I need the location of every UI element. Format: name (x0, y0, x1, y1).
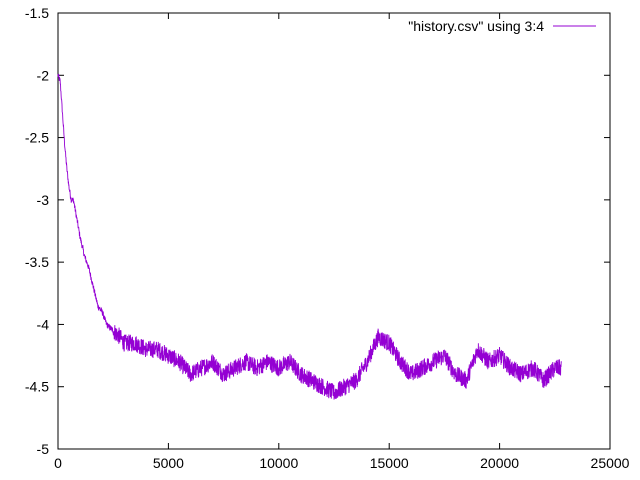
x-tick-label: 5000 (153, 455, 184, 471)
x-tick-label: 25000 (591, 455, 630, 471)
y-tick-label: -1.5 (25, 5, 49, 21)
x-tick-label: 20000 (480, 455, 519, 471)
y-tick-label: -3 (37, 192, 50, 208)
x-tick-label: 15000 (370, 455, 409, 471)
y-tick-label: -4.5 (25, 379, 49, 395)
y-tick-label: -2 (37, 67, 50, 83)
series-group (57, 73, 562, 400)
x-tick-label: 0 (54, 455, 62, 471)
y-tick-label: -3.5 (25, 254, 49, 270)
legend-label: "history.csv" using 3:4 (408, 18, 544, 34)
legend: "history.csv" using 3:4 (408, 18, 596, 34)
y-axis: -5 -4.5 -4 -3.5 -3 -2.5 -2 -1.5 (25, 5, 610, 457)
plot-frame (57, 12, 611, 450)
y-tick-label: -5 (37, 441, 50, 457)
series-line (57, 73, 562, 400)
x-axis: 0 5000 10000 15000 20000 25000 (54, 13, 630, 471)
y-tick-label: -4 (37, 316, 50, 332)
y-tick-label: -2.5 (25, 130, 49, 146)
x-tick-label: 10000 (259, 455, 298, 471)
